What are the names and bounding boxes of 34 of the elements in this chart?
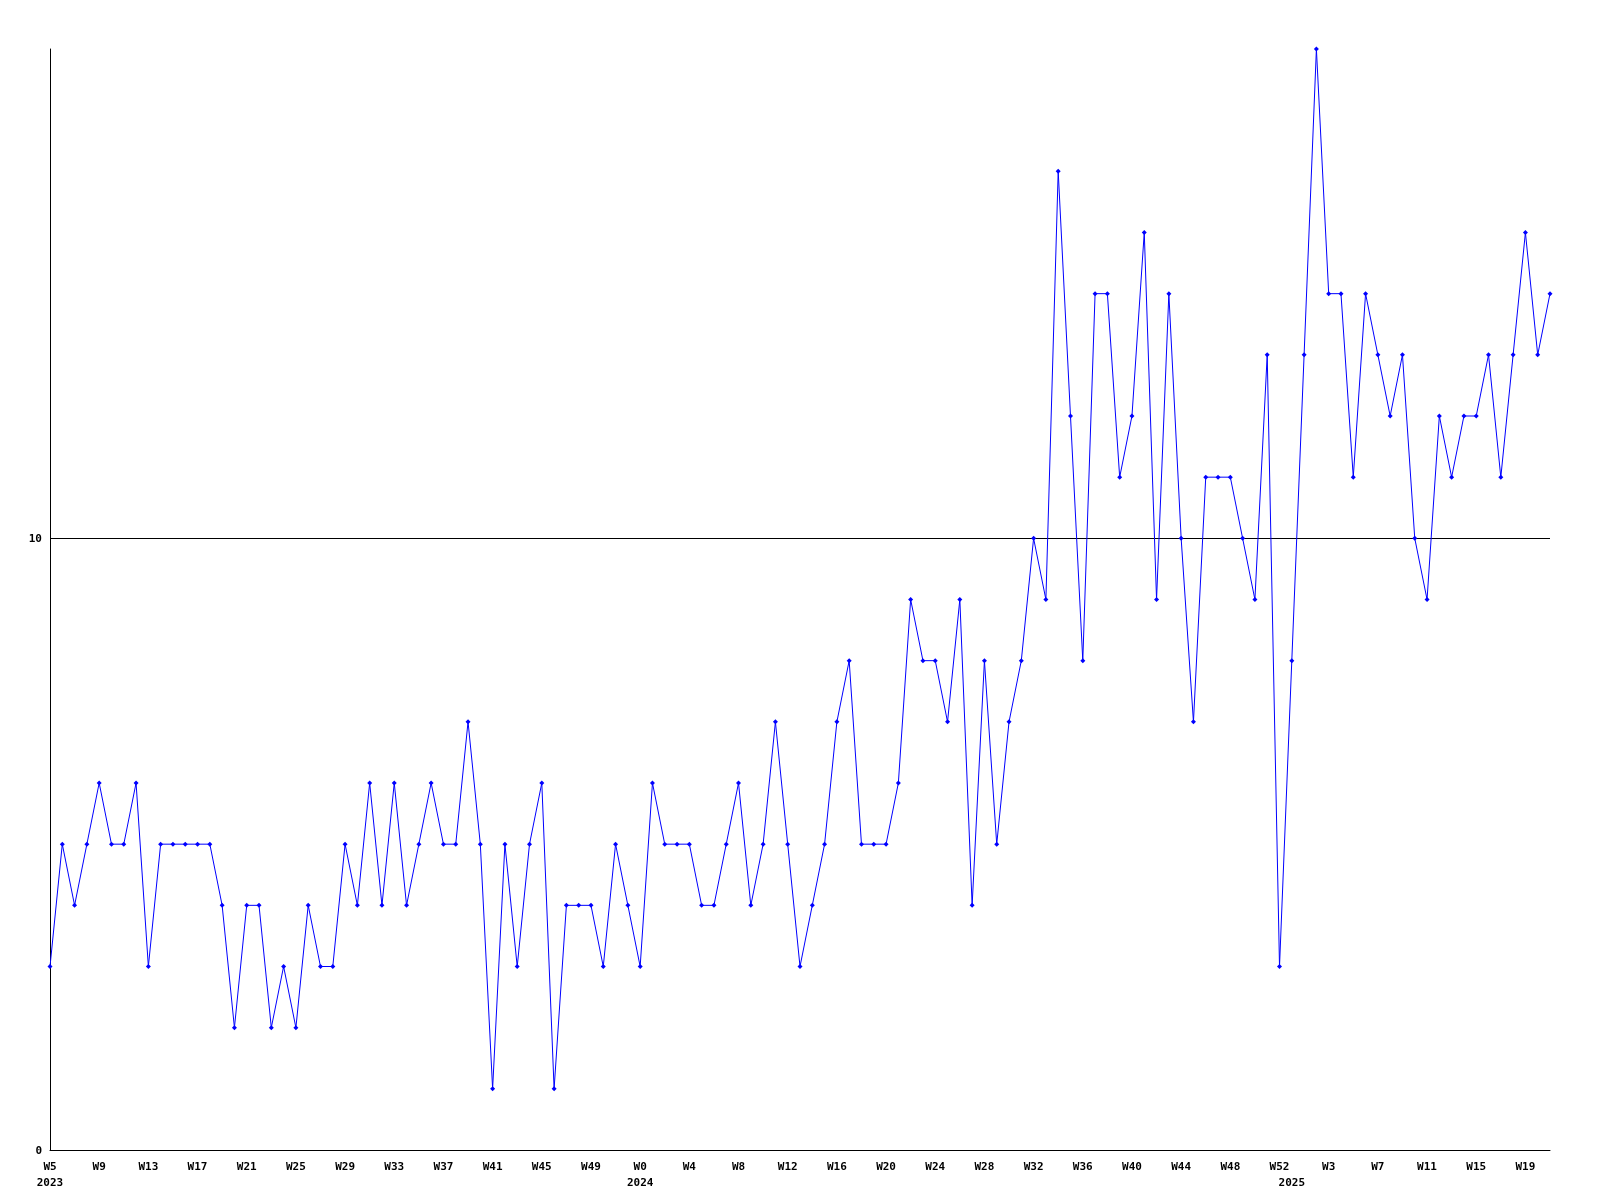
x-tick-label: W19 bbox=[1515, 1159, 1536, 1173]
x-tick-label: W37 bbox=[433, 1159, 454, 1173]
x-tick-label: W44 bbox=[1171, 1159, 1192, 1173]
x-tick-label: W5 2023 bbox=[36, 1159, 64, 1189]
x-tick-label: 2025 bbox=[1278, 1175, 1306, 1189]
x-tick-label: W40 bbox=[1122, 1159, 1142, 1173]
x-tick-label: W8 bbox=[731, 1159, 746, 1173]
x-tick-label: W3 bbox=[1322, 1159, 1336, 1173]
x-tick-label: W36 bbox=[1072, 1159, 1094, 1173]
x-tick-label: W7 bbox=[1371, 1159, 1385, 1173]
x-tick-label: W25 bbox=[285, 1159, 306, 1173]
x-tick-label: W49 bbox=[581, 1159, 601, 1173]
x-tick-label: W4 bbox=[682, 1159, 697, 1173]
y-tick-label: 0 bbox=[35, 1143, 42, 1157]
x-tick-label: W21 bbox=[236, 1159, 258, 1173]
x-tick-label: W16 bbox=[826, 1159, 848, 1173]
x-tick-label: W52 bbox=[1269, 1159, 1290, 1173]
y-tick-label: 10 bbox=[28, 531, 42, 545]
x-tick-label: W13 bbox=[138, 1159, 159, 1173]
x-tick-label: W24 bbox=[925, 1159, 946, 1173]
x-tick-label: W29 bbox=[335, 1159, 356, 1173]
x-tick-label: W32 bbox=[1023, 1159, 1044, 1173]
x-tick-label: W20 bbox=[876, 1159, 896, 1173]
x-tick-label: W9 bbox=[92, 1159, 106, 1173]
x-tick-label: W11 bbox=[1417, 1159, 1438, 1173]
x-tick-label: W45 bbox=[531, 1159, 552, 1173]
x-tick-label: W48 bbox=[1220, 1159, 1241, 1173]
x-tick-label: W17 bbox=[187, 1159, 208, 1173]
x-tick-label: W0 2024 bbox=[626, 1159, 654, 1189]
x-tick-label: W12 bbox=[777, 1159, 798, 1173]
x-tick-label: W28 bbox=[974, 1159, 995, 1173]
x-tick-label: W33 bbox=[384, 1159, 405, 1173]
x-tick-label: W15 bbox=[1466, 1159, 1487, 1173]
x-tick-label: W41 bbox=[482, 1159, 503, 1173]
